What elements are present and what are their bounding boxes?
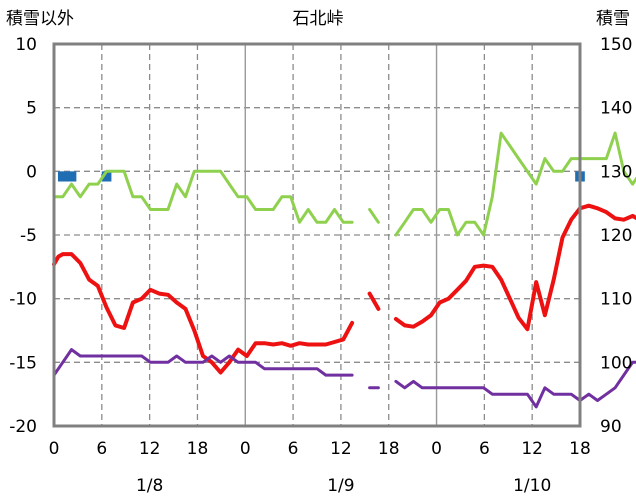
snow-change-bar — [101, 171, 112, 182]
x-tick-label: 0 — [431, 439, 442, 459]
x-tick-label: 18 — [569, 439, 591, 459]
series-group — [52, 131, 636, 409]
snow-change-bar — [66, 171, 77, 182]
right-tick-label: 100 — [600, 353, 632, 373]
x-tick-label: 6 — [96, 439, 107, 459]
x-tick-label: 18 — [378, 439, 400, 459]
x-tick-label: 0 — [240, 439, 251, 459]
left-tick-label: -15 — [9, 353, 37, 373]
x-tick-label: 6 — [288, 439, 299, 459]
plot-frame — [52, 42, 582, 428]
date-label: 1/8 — [136, 476, 163, 496]
x-tick-labels: 0 6 12 18 0 6 12 18 0 6 12 18 — [49, 439, 591, 459]
x-tick-label: 12 — [521, 439, 543, 459]
series-line-2 — [52, 131, 636, 237]
x-tick-label: 12 — [139, 439, 161, 459]
left-tick-labels: 10 5 0 -5 -10 -15 -20 — [9, 35, 37, 437]
bar-group — [57, 171, 585, 182]
left-tick-label: -20 — [9, 417, 37, 437]
x-tick-label: 0 — [49, 439, 60, 459]
series-line-1 — [52, 203, 636, 375]
snow-change-bar — [57, 171, 68, 182]
right-tick-label: 120 — [600, 226, 632, 246]
left-tick-label: 0 — [26, 162, 37, 182]
date-label: 1/9 — [327, 476, 354, 496]
right-tick-label: 150 — [600, 35, 632, 55]
date-labels: 1/8 1/9 1/10 — [136, 476, 551, 496]
right-tick-label: 130 — [600, 162, 632, 182]
left-tick-label: 10 — [15, 35, 37, 55]
left-tick-label: -5 — [20, 226, 37, 246]
right-axis-label: 積雪 — [596, 9, 630, 29]
right-tick-label: 140 — [600, 99, 632, 119]
x-tick-label: 18 — [187, 439, 209, 459]
series-line-3 — [52, 348, 636, 409]
date-label: 1/10 — [513, 476, 551, 496]
right-tick-labels: 150 140 130 120 110 100 90 — [600, 35, 632, 437]
x-tick-label: 6 — [479, 439, 490, 459]
right-tick-label: 110 — [600, 290, 632, 310]
x-tick-label: 12 — [330, 439, 352, 459]
right-tick-label: 90 — [600, 417, 622, 437]
left-axis-label: 積雪以外 — [6, 9, 74, 29]
chart-title: 石北峠 — [293, 9, 344, 29]
left-tick-label: -10 — [9, 290, 37, 310]
left-tick-label: 5 — [26, 99, 37, 119]
